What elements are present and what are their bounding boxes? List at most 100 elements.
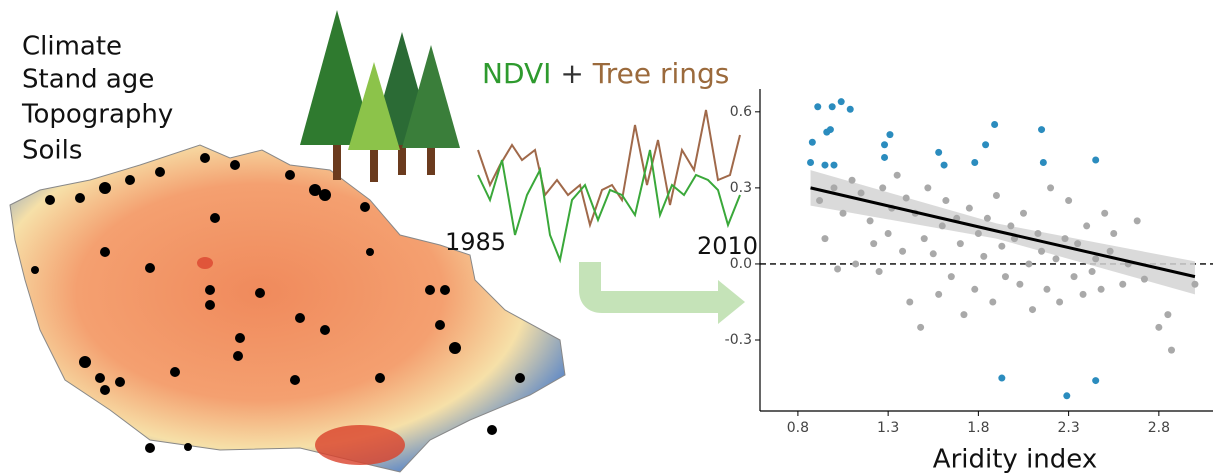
data-point xyxy=(829,103,836,110)
data-point xyxy=(1074,240,1081,247)
data-point xyxy=(991,121,998,128)
data-point xyxy=(876,268,883,275)
data-point xyxy=(1034,230,1041,237)
site xyxy=(125,175,135,185)
site xyxy=(184,443,192,451)
site xyxy=(100,385,110,395)
data-point xyxy=(1025,260,1032,267)
data-point xyxy=(960,311,967,318)
data-point xyxy=(885,230,892,237)
data-point xyxy=(966,205,973,212)
data-point xyxy=(1098,286,1105,293)
flow-arrow xyxy=(590,262,720,302)
site xyxy=(425,285,435,295)
data-point xyxy=(821,162,828,169)
data-point xyxy=(886,131,893,138)
data-point xyxy=(1065,197,1072,204)
data-point xyxy=(1119,281,1126,288)
data-point xyxy=(1062,235,1069,242)
trees xyxy=(300,10,460,182)
data-point xyxy=(1191,281,1198,288)
data-point xyxy=(870,240,877,247)
y-tick-label: 0.0 xyxy=(730,256,752,272)
data-point xyxy=(998,375,1005,382)
site xyxy=(155,167,165,177)
data-point xyxy=(957,240,964,247)
site xyxy=(255,288,265,298)
data-point xyxy=(1071,273,1078,280)
data-point xyxy=(1016,281,1023,288)
map xyxy=(10,145,565,472)
data-point xyxy=(834,266,841,273)
data-point xyxy=(1083,222,1090,229)
data-point xyxy=(1141,276,1148,283)
x-axis-label: Aridity index xyxy=(933,445,1097,475)
x-tick-label: 2.8 xyxy=(1148,420,1170,436)
site xyxy=(99,182,111,194)
data-point xyxy=(1038,126,1045,133)
data-point xyxy=(847,106,854,113)
series-labels: NDVI + Tree rings xyxy=(482,57,729,90)
data-point xyxy=(1002,273,1009,280)
data-point xyxy=(941,162,948,169)
data-point xyxy=(816,197,823,204)
site xyxy=(375,373,385,383)
site xyxy=(295,313,305,323)
site xyxy=(285,170,295,180)
data-point xyxy=(894,172,901,179)
site xyxy=(515,373,525,383)
site xyxy=(487,425,497,435)
data-point xyxy=(827,126,834,133)
site xyxy=(435,320,445,330)
map-hotspot xyxy=(315,425,405,465)
data-point xyxy=(1043,286,1050,293)
data-point xyxy=(1092,377,1099,384)
site xyxy=(115,377,125,387)
data-point xyxy=(1092,255,1099,262)
data-point xyxy=(971,159,978,166)
site xyxy=(95,373,105,383)
driver: Soils xyxy=(22,136,82,166)
site xyxy=(320,325,330,335)
site xyxy=(79,356,91,368)
x-tick-label: 1.3 xyxy=(877,420,899,436)
data-point xyxy=(924,184,931,191)
data-point xyxy=(984,215,991,222)
data-point xyxy=(989,298,996,305)
site xyxy=(100,247,110,257)
site xyxy=(360,202,370,212)
data-point xyxy=(935,149,942,156)
data-point xyxy=(830,162,837,169)
data-point xyxy=(879,184,886,191)
site xyxy=(205,285,215,295)
data-point xyxy=(921,235,928,242)
flow-arrow-head xyxy=(718,280,745,324)
site xyxy=(45,195,55,205)
data-point xyxy=(1007,222,1014,229)
map-shape xyxy=(10,145,565,472)
year-start: 1985 xyxy=(445,228,506,256)
data-point xyxy=(1155,324,1162,331)
data-point xyxy=(1101,210,1108,217)
site xyxy=(170,367,180,377)
data-point xyxy=(906,298,913,305)
data-point xyxy=(814,103,821,110)
tree-rings-label: Tree rings xyxy=(592,57,730,90)
data-point xyxy=(971,286,978,293)
site xyxy=(235,333,245,343)
data-point xyxy=(939,222,946,229)
y-tick-label: 0.3 xyxy=(730,180,752,196)
data-point xyxy=(881,154,888,161)
site xyxy=(145,443,155,453)
site xyxy=(230,160,240,170)
data-point xyxy=(930,250,937,257)
data-point xyxy=(1052,255,1059,262)
graphical-abstract: Climate Stand age Topography Soils NDVI … xyxy=(0,0,1222,476)
data-point xyxy=(1092,156,1099,163)
data-point xyxy=(867,217,874,224)
site xyxy=(319,189,331,201)
site xyxy=(290,375,300,385)
data-point xyxy=(982,141,989,148)
site xyxy=(145,263,155,273)
